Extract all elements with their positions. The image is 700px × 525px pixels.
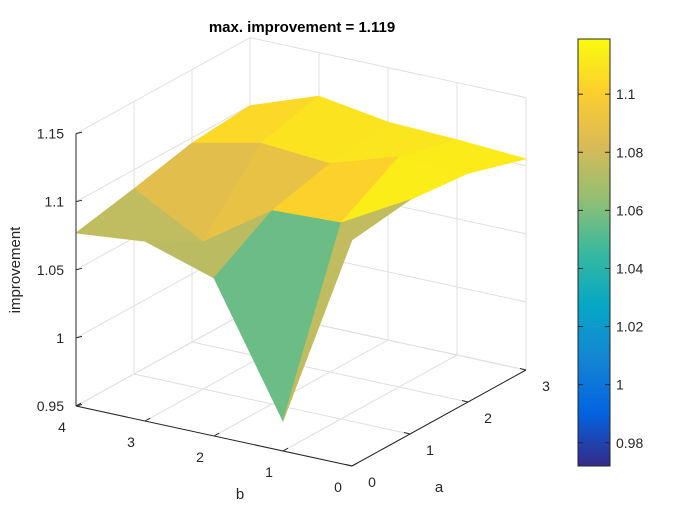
b-axis-label: b (236, 486, 244, 503)
colorbar-tick-label: 1.02 (616, 319, 643, 335)
z-tick (75, 267, 83, 271)
b-tick-label: 0 (334, 479, 342, 495)
a-tick-label: 1 (426, 442, 434, 458)
colorbar-tick-label: 0.98 (616, 435, 643, 451)
floor-gridline-b (282, 354, 458, 452)
z-tick-label: 1.1 (45, 194, 65, 210)
a-axis-line (351, 369, 527, 467)
z-axis-label: improvement (7, 226, 24, 314)
a-tick (519, 368, 527, 371)
b-tick (213, 432, 220, 437)
z-tick-label: 1.05 (37, 262, 64, 278)
colorbar-gradient (577, 38, 611, 467)
a-axis-label: a (435, 479, 444, 496)
floor-gridline-b (213, 339, 389, 437)
a-tick (461, 400, 469, 403)
z-tick (75, 404, 83, 407)
b-tick-label: 1 (265, 464, 273, 480)
colorbar-ticks: 0.98 1 1.02 1.04 1.06 1.08 1.1 (578, 86, 643, 451)
z-tick-label: 1 (56, 330, 64, 346)
colorbar-tick-label: 1.1 (616, 86, 636, 102)
z-tick (75, 335, 83, 339)
axes: 0 1 2 3 0 1 2 3 4 0.95 1 1.05 1.1 1.15 (37, 126, 550, 495)
b-tick-label: 4 (58, 419, 66, 435)
a-tick-label: 3 (542, 378, 550, 394)
colorbar-tick-label: 1 (616, 377, 624, 393)
b-tick (144, 417, 151, 422)
chart-title: max. improvement = 1.119 (209, 19, 395, 36)
a-tick (403, 432, 411, 435)
colorbar-tick-label: 1.04 (616, 260, 643, 276)
a-tick-label: 0 (368, 474, 376, 490)
a-tick (345, 464, 353, 467)
colorbar: 0.98 1 1.02 1.04 1.06 1.08 1.1 (577, 38, 643, 467)
colorbar-tick-label: 1.06 (616, 202, 643, 218)
b-tick (351, 462, 358, 467)
wall-gridline-z (75, 37, 527, 135)
b-tick-label: 3 (127, 434, 135, 450)
surface-patch (282, 199, 411, 422)
b-tick-label: 2 (196, 449, 204, 465)
b-tick (282, 447, 289, 452)
z-tick (75, 199, 83, 203)
a-tick-label: 2 (484, 410, 492, 426)
z-tick (75, 131, 83, 135)
surface (75, 95, 527, 422)
colorbar-tick-label: 1.08 (616, 144, 643, 160)
z-tick-label: 0.95 (37, 398, 64, 414)
z-tick-label: 1.15 (37, 126, 64, 142)
